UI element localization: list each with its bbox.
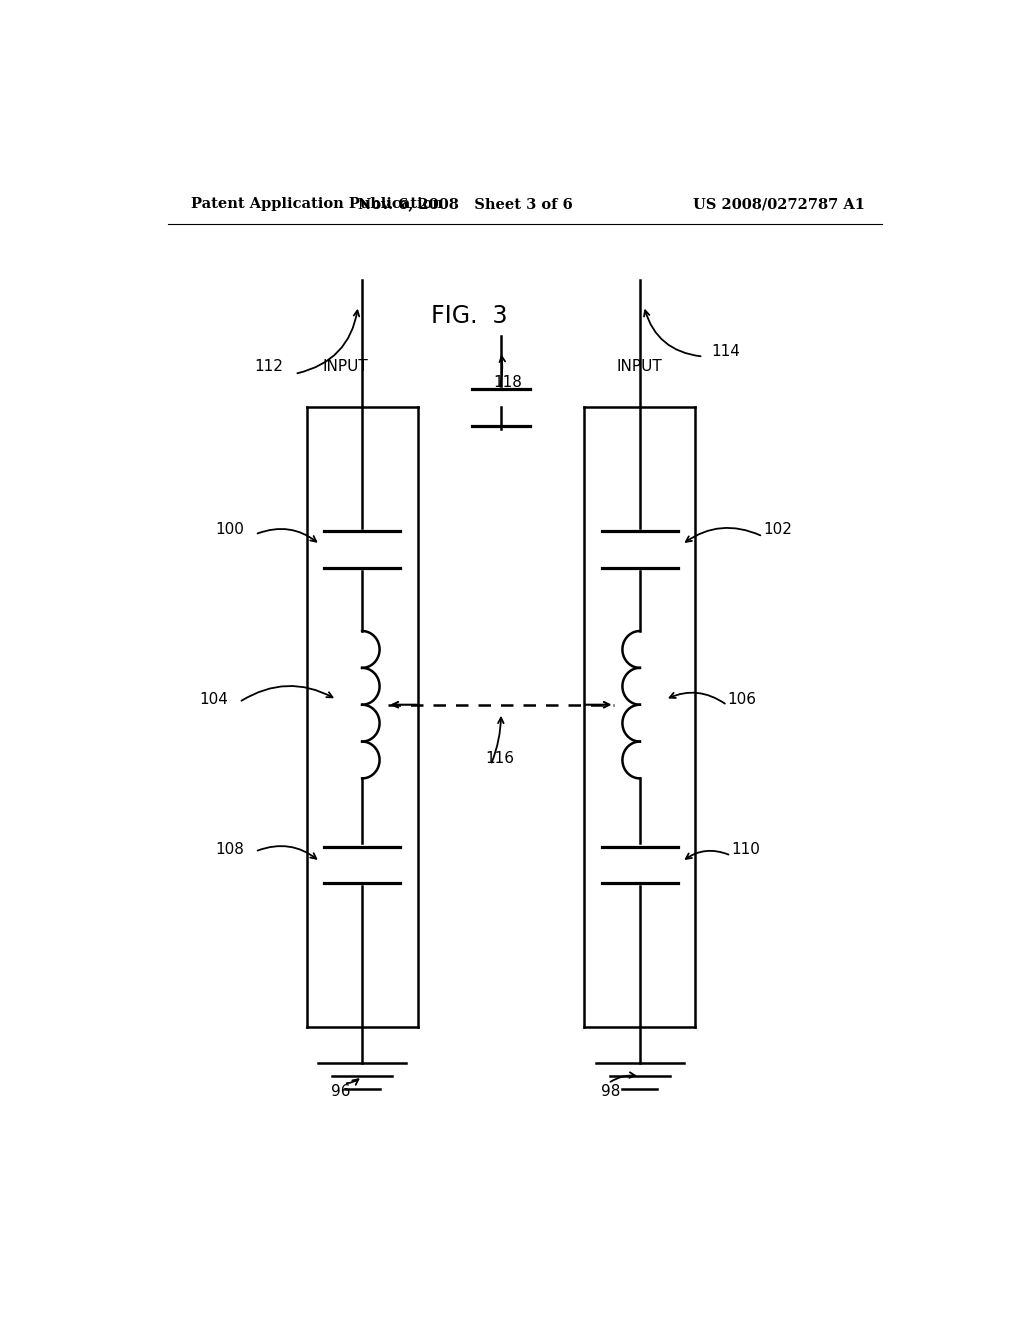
Text: Nov. 6, 2008   Sheet 3 of 6: Nov. 6, 2008 Sheet 3 of 6 — [358, 197, 572, 211]
Text: 104: 104 — [200, 692, 228, 706]
Text: 118: 118 — [494, 375, 522, 389]
Text: 114: 114 — [712, 345, 740, 359]
Text: 100: 100 — [215, 521, 244, 537]
Text: Patent Application Publication: Patent Application Publication — [191, 197, 443, 211]
Text: INPUT: INPUT — [323, 359, 369, 375]
Text: 102: 102 — [763, 521, 792, 537]
Text: 110: 110 — [731, 842, 760, 857]
Text: US 2008/0272787 A1: US 2008/0272787 A1 — [693, 197, 864, 211]
Text: FIG.  3: FIG. 3 — [431, 304, 508, 327]
Text: 96: 96 — [331, 1084, 350, 1100]
Text: 116: 116 — [485, 751, 514, 766]
Text: 108: 108 — [215, 842, 244, 857]
Text: 112: 112 — [254, 359, 283, 375]
Text: 106: 106 — [727, 692, 756, 706]
Text: 98: 98 — [601, 1084, 621, 1100]
Text: INPUT: INPUT — [616, 359, 662, 375]
